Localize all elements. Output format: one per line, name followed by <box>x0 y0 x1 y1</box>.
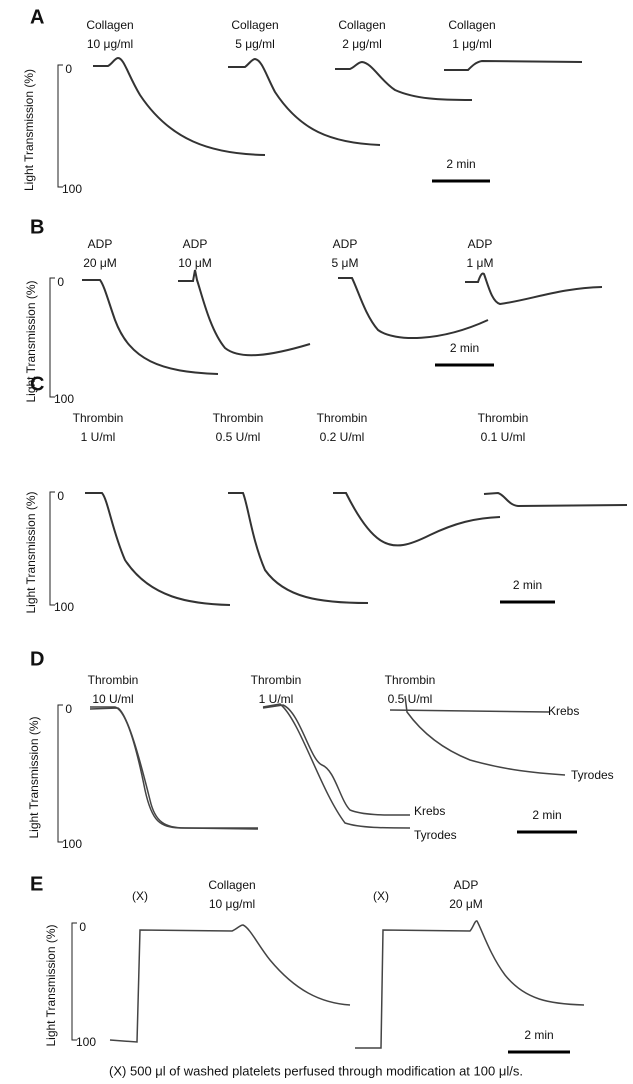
trace <box>228 57 381 146</box>
trace-label: Krebs <box>548 704 579 718</box>
panel-label: D <box>30 648 44 670</box>
panel-label: B <box>30 216 44 238</box>
panel-label: E <box>30 873 43 895</box>
trace <box>483 491 628 508</box>
y-axis <box>57 704 63 843</box>
annotation: 20 μM <box>83 256 117 270</box>
y-tick-label: 0 <box>57 275 64 289</box>
annotation: Thrombin <box>317 411 368 425</box>
annotation: Collagen <box>208 878 255 892</box>
annotation: ADP <box>333 237 358 251</box>
scale-bar-label: 2 min <box>524 1028 553 1042</box>
trace <box>89 707 259 830</box>
annotation: 20 μM <box>449 897 483 911</box>
trace-label: Krebs <box>414 804 445 818</box>
annotation: Thrombin <box>88 673 139 687</box>
y-tick-label: 100 <box>54 600 74 614</box>
traces <box>82 56 628 1049</box>
annotation: Collagen <box>86 18 133 32</box>
trace <box>262 704 411 816</box>
annotation: ADP <box>454 878 479 892</box>
annotation: Thrombin <box>213 411 264 425</box>
axis-label: Light Transmission (%) <box>22 69 36 191</box>
y-tick-label: 100 <box>54 392 74 406</box>
trace-label: Tyrodes <box>571 768 614 782</box>
annotation: 0.5 U/ml <box>216 430 261 444</box>
axis-label: Light Transmission (%) <box>24 491 38 613</box>
trace <box>90 706 258 829</box>
trace <box>465 272 603 306</box>
annotation: (X) <box>132 889 148 903</box>
y-tick-label: 0 <box>65 62 72 76</box>
trace <box>82 279 219 375</box>
annotation: 1 μM <box>467 256 494 270</box>
annotation: ADP <box>183 237 208 251</box>
annotation: Collagen <box>448 18 495 32</box>
trace <box>93 56 266 156</box>
annotation: 1 U/ml <box>259 692 294 706</box>
annotation: ADP <box>88 237 113 251</box>
axis-label: Light Transmission (%) <box>27 716 41 838</box>
panel-label: C <box>30 373 44 395</box>
annotation: 10 μg/ml <box>87 37 133 51</box>
panel-label: A <box>30 6 44 28</box>
annotation: 0.2 U/ml <box>320 430 365 444</box>
y-axis <box>57 64 63 188</box>
y-tick-label: 100 <box>62 837 82 851</box>
trace <box>444 59 583 71</box>
y-tick-label: 0 <box>65 702 72 716</box>
annotation: 0.5 U/ml <box>388 692 433 706</box>
annotation: Thrombin <box>478 411 529 425</box>
annotation: 10 μg/ml <box>209 897 255 911</box>
trace <box>109 924 351 1043</box>
annotation: Thrombin <box>385 673 436 687</box>
axis-label: Light Transmission (%) <box>24 280 38 402</box>
trace <box>389 709 551 713</box>
trace <box>338 277 489 339</box>
trace <box>228 492 369 604</box>
trace <box>85 492 231 606</box>
annotation: 0.1 U/ml <box>481 430 526 444</box>
trace <box>178 269 311 357</box>
annotation: 1 U/ml <box>81 430 116 444</box>
trace <box>404 695 566 776</box>
y-axis <box>49 277 55 398</box>
y-axis <box>49 491 55 606</box>
annotation: Collagen <box>338 18 385 32</box>
trace-label: Tyrodes <box>414 828 457 842</box>
annotation: 5 μM <box>332 256 359 270</box>
scale-bar-label: 2 min <box>450 341 479 355</box>
trace <box>335 60 473 101</box>
trace <box>355 920 585 1049</box>
scale-bar-label: 2 min <box>446 157 475 171</box>
scale-bar-label: 2 min <box>532 808 561 822</box>
annotation: 5 μg/ml <box>235 37 275 51</box>
annotation: (X) <box>373 889 389 903</box>
y-tick-label: 0 <box>57 489 64 503</box>
annotation: Thrombin <box>251 673 302 687</box>
annotation: 2 μg/ml <box>342 37 382 51</box>
annotation: Thrombin <box>73 411 124 425</box>
y-tick-label: 0 <box>79 920 86 934</box>
annotation: 10 μM <box>178 256 212 270</box>
y-tick-label: 100 <box>62 182 82 196</box>
caption: (X) 500 μl of washed platelets perfused … <box>109 1063 523 1078</box>
annotation: 10 U/ml <box>92 692 133 706</box>
trace <box>262 703 411 829</box>
annotation: 1 μg/ml <box>452 37 492 51</box>
axis-label: Light Transmission (%) <box>44 924 58 1046</box>
annotation: ADP <box>468 237 493 251</box>
trace <box>333 492 501 547</box>
y-tick-label: 100 <box>76 1035 96 1049</box>
y-axis <box>71 922 77 1041</box>
annotation: Collagen <box>231 18 278 32</box>
scale-bar-label: 2 min <box>513 578 542 592</box>
